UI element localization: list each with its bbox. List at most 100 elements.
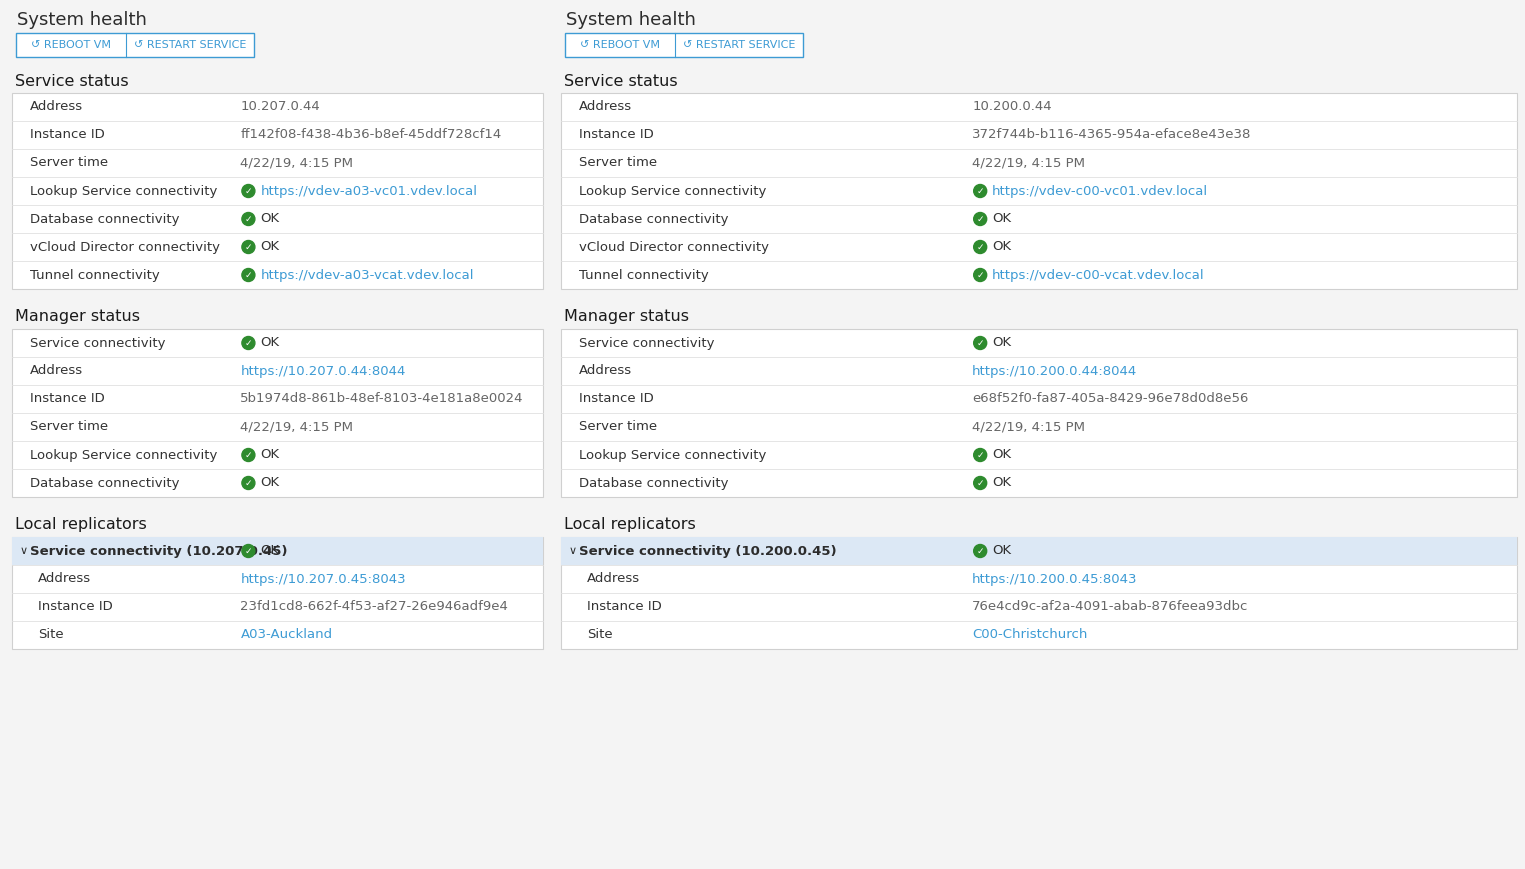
Circle shape (242, 184, 255, 197)
Text: https://vdev-a03-vc01.vdev.local: https://vdev-a03-vc01.vdev.local (261, 184, 477, 197)
Text: e68f52f0-fa87-405a-8429-96e78d0d8e56: e68f52f0-fa87-405a-8429-96e78d0d8e56 (973, 393, 1249, 406)
Bar (12, 93, 543, 289)
Text: ↺ REBOOT VM: ↺ REBOOT VM (580, 40, 660, 50)
Text: Site: Site (587, 628, 613, 641)
Text: Database connectivity: Database connectivity (30, 213, 180, 225)
Text: Address: Address (580, 101, 633, 114)
Text: 4/22/19, 4:15 PM: 4/22/19, 4:15 PM (973, 156, 1086, 169)
Text: Server time: Server time (580, 156, 657, 169)
Bar (12, 537, 543, 565)
Text: 4/22/19, 4:15 PM: 4/22/19, 4:15 PM (973, 421, 1086, 434)
Text: OK: OK (261, 213, 279, 225)
Text: OK: OK (993, 241, 1011, 254)
Text: Service status: Service status (564, 74, 677, 89)
Text: Service connectivity (10.207.0.45): Service connectivity (10.207.0.45) (30, 545, 288, 558)
Text: 10.207.0.44: 10.207.0.44 (241, 101, 320, 114)
Text: ∨: ∨ (20, 546, 27, 556)
Bar (561, 93, 1517, 289)
Text: ✓: ✓ (976, 339, 984, 348)
Text: OK: OK (261, 241, 279, 254)
Bar (561, 329, 1517, 497)
Text: Manager status: Manager status (564, 309, 689, 324)
Bar (12, 537, 543, 649)
Text: OK: OK (993, 336, 1011, 349)
Bar (566, 33, 804, 57)
Text: Address: Address (30, 101, 84, 114)
Text: ✓: ✓ (976, 479, 984, 488)
Text: ✓: ✓ (244, 242, 252, 251)
Text: ✓: ✓ (244, 187, 252, 196)
Text: ✓: ✓ (976, 242, 984, 251)
Text: ✓: ✓ (244, 479, 252, 488)
Text: ff142f08-f438-4b36-b8ef-45ddf728cf14: ff142f08-f438-4b36-b8ef-45ddf728cf14 (241, 129, 502, 142)
Text: Address: Address (30, 364, 84, 377)
Circle shape (242, 545, 255, 558)
Text: Instance ID: Instance ID (587, 600, 662, 614)
Text: 76e4cd9c-af2a-4091-abab-876feea93dbc: 76e4cd9c-af2a-4091-abab-876feea93dbc (973, 600, 1249, 614)
Text: Instance ID: Instance ID (580, 393, 654, 406)
Text: 23fd1cd8-662f-4f53-af27-26e946adf9e4: 23fd1cd8-662f-4f53-af27-26e946adf9e4 (241, 600, 508, 614)
Text: Service connectivity: Service connectivity (580, 336, 715, 349)
Text: OK: OK (993, 213, 1011, 225)
Text: Database connectivity: Database connectivity (30, 476, 180, 489)
Text: ↺ RESTART SERVICE: ↺ RESTART SERVICE (683, 40, 796, 50)
Text: ✓: ✓ (244, 339, 252, 348)
Text: 372f744b-b116-4365-954a-eface8e43e38: 372f744b-b116-4365-954a-eface8e43e38 (973, 129, 1252, 142)
Text: https://10.207.0.44:8044: https://10.207.0.44:8044 (241, 364, 406, 377)
Text: A03-Auckland: A03-Auckland (241, 628, 332, 641)
Text: ✓: ✓ (976, 187, 984, 196)
Text: ✓: ✓ (976, 215, 984, 223)
Text: Database connectivity: Database connectivity (580, 476, 729, 489)
Text: Server time: Server time (30, 421, 108, 434)
Bar (17, 33, 255, 57)
Text: Address: Address (38, 573, 92, 586)
Text: Instance ID: Instance ID (580, 129, 654, 142)
Circle shape (242, 241, 255, 254)
Circle shape (242, 336, 255, 349)
Text: Tunnel connectivity: Tunnel connectivity (30, 269, 160, 282)
Text: ✓: ✓ (244, 215, 252, 223)
Text: Database connectivity: Database connectivity (580, 213, 729, 225)
Text: Lookup Service connectivity: Lookup Service connectivity (30, 448, 218, 461)
Text: https://10.207.0.45:8043: https://10.207.0.45:8043 (241, 573, 406, 586)
Text: Instance ID: Instance ID (30, 393, 105, 406)
Text: Address: Address (580, 364, 633, 377)
Text: Address: Address (587, 573, 640, 586)
Text: Lookup Service connectivity: Lookup Service connectivity (30, 184, 218, 197)
Text: Instance ID: Instance ID (38, 600, 113, 614)
Circle shape (242, 213, 255, 225)
Circle shape (973, 269, 987, 282)
Bar (561, 537, 1517, 565)
Circle shape (973, 336, 987, 349)
Text: Site: Site (38, 628, 64, 641)
Circle shape (973, 213, 987, 225)
Circle shape (973, 448, 987, 461)
Text: Service connectivity (10.200.0.45): Service connectivity (10.200.0.45) (580, 545, 837, 558)
Text: Lookup Service connectivity: Lookup Service connectivity (580, 184, 767, 197)
Text: Manager status: Manager status (15, 309, 140, 324)
Text: OK: OK (261, 545, 279, 558)
Text: vCloud Director connectivity: vCloud Director connectivity (30, 241, 220, 254)
Text: ✓: ✓ (244, 450, 252, 460)
Circle shape (973, 184, 987, 197)
Text: https://vdev-c00-vcat.vdev.local: https://vdev-c00-vcat.vdev.local (993, 269, 1205, 282)
Text: OK: OK (993, 448, 1011, 461)
Text: https://10.200.0.44:8044: https://10.200.0.44:8044 (973, 364, 1138, 377)
Text: https://10.200.0.45:8043: https://10.200.0.45:8043 (973, 573, 1138, 586)
Text: ∨: ∨ (569, 546, 576, 556)
Text: Lookup Service connectivity: Lookup Service connectivity (580, 448, 767, 461)
Text: System health: System health (17, 11, 146, 29)
Circle shape (242, 448, 255, 461)
Text: System health: System health (566, 11, 695, 29)
Circle shape (973, 476, 987, 489)
Text: OK: OK (261, 448, 279, 461)
Text: ✓: ✓ (976, 547, 984, 555)
Text: https://vdev-c00-vc01.vdev.local: https://vdev-c00-vc01.vdev.local (993, 184, 1208, 197)
Text: ↺ RESTART SERVICE: ↺ RESTART SERVICE (134, 40, 247, 50)
Text: Local replicators: Local replicators (15, 518, 146, 533)
Text: 5b1974d8-861b-48ef-8103-4e181a8e0024: 5b1974d8-861b-48ef-8103-4e181a8e0024 (241, 393, 525, 406)
Text: ✓: ✓ (976, 450, 984, 460)
Text: vCloud Director connectivity: vCloud Director connectivity (580, 241, 769, 254)
Text: OK: OK (261, 476, 279, 489)
Text: C00-Christchurch: C00-Christchurch (973, 628, 1087, 641)
